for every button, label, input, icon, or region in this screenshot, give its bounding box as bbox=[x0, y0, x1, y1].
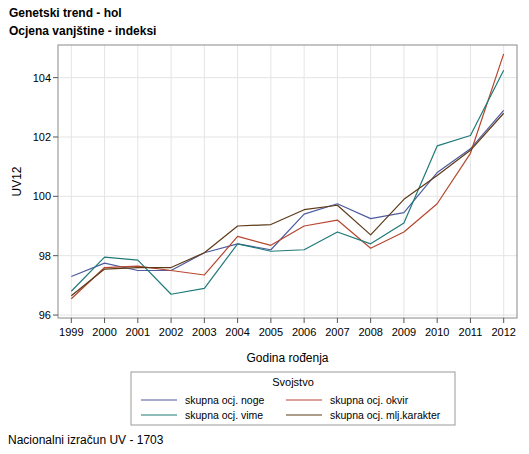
plot-frame bbox=[58, 45, 517, 318]
tick-label: 2010 bbox=[425, 326, 449, 338]
tick-label: 2000 bbox=[92, 326, 116, 338]
grid-line bbox=[470, 45, 471, 318]
tick-label: 2002 bbox=[159, 326, 183, 338]
tick bbox=[53, 136, 58, 137]
series-line bbox=[71, 110, 503, 276]
grid-line bbox=[270, 45, 271, 318]
tick bbox=[370, 318, 371, 323]
tick-label: 2003 bbox=[192, 326, 216, 338]
legend-swatch bbox=[141, 399, 177, 400]
legend-box bbox=[131, 372, 455, 425]
grid-line bbox=[503, 45, 504, 318]
tick bbox=[403, 318, 404, 323]
title: Genetski trend - hol bbox=[9, 6, 122, 20]
grid-line bbox=[437, 45, 438, 318]
series-line bbox=[71, 54, 503, 299]
grid-line bbox=[71, 45, 72, 318]
grid-line bbox=[58, 77, 517, 78]
tick bbox=[337, 318, 338, 323]
tick-label: 98 bbox=[39, 250, 51, 262]
tick bbox=[53, 196, 58, 197]
tick bbox=[53, 315, 58, 316]
tick bbox=[204, 318, 205, 323]
legend-swatch bbox=[286, 414, 322, 415]
tick bbox=[171, 318, 172, 323]
series-line bbox=[71, 70, 503, 294]
grid-line bbox=[337, 45, 338, 318]
tick-label: 2011 bbox=[459, 326, 483, 338]
legend-label: skupna ocj. noge bbox=[185, 394, 265, 406]
grid-line bbox=[204, 45, 205, 318]
tick bbox=[304, 318, 305, 323]
tick bbox=[104, 318, 105, 323]
tick-label: 2009 bbox=[392, 326, 416, 338]
footnote: Nacionalni izračun UV - 1703 bbox=[8, 433, 164, 447]
y-axis-label: UV12 bbox=[10, 166, 24, 196]
tick-label: 2007 bbox=[325, 326, 349, 338]
legend-swatch bbox=[286, 399, 322, 400]
grid-line bbox=[370, 45, 371, 318]
legend-label: skupna ocj. okvir bbox=[330, 394, 409, 406]
tick-label: 96 bbox=[39, 309, 51, 321]
tick bbox=[71, 318, 72, 323]
grid-line bbox=[304, 45, 305, 318]
tick bbox=[470, 318, 471, 323]
tick bbox=[503, 318, 504, 323]
x-axis-label: Godina rođenja bbox=[246, 351, 328, 365]
grid-line bbox=[58, 136, 517, 137]
tick-label: 100 bbox=[33, 190, 51, 202]
series-line bbox=[71, 113, 503, 295]
tick bbox=[137, 318, 138, 323]
subtitle: Ocjena vanjštine - indeksi bbox=[9, 24, 156, 38]
series-group bbox=[71, 54, 503, 299]
legend-title: Svojstvo bbox=[272, 376, 314, 388]
grid-line bbox=[171, 45, 172, 318]
grid-line bbox=[58, 255, 517, 256]
legend-swatch bbox=[141, 414, 177, 415]
tick-label: 102 bbox=[33, 131, 51, 143]
tick-label: 2005 bbox=[259, 326, 283, 338]
tick-label: 2004 bbox=[225, 326, 249, 338]
tick-label: 2001 bbox=[126, 326, 150, 338]
chart: Genetski trend - hol Ocjena vanjštine - i… bbox=[0, 0, 529, 454]
tick bbox=[237, 318, 238, 323]
tick bbox=[270, 318, 271, 323]
grid-line bbox=[403, 45, 404, 318]
tick-label: 1999 bbox=[59, 326, 83, 338]
tick-label: 2012 bbox=[491, 326, 515, 338]
grid-line bbox=[58, 196, 517, 197]
tick-label: 2006 bbox=[292, 326, 316, 338]
tick bbox=[53, 77, 58, 78]
legend-label: skupna ocj. vime bbox=[185, 409, 263, 421]
grid-line bbox=[237, 45, 238, 318]
tick bbox=[437, 318, 438, 323]
grid-line bbox=[104, 45, 105, 318]
legend-label: skupna ocj. mlj.karakter bbox=[330, 409, 441, 421]
tick-label: 2008 bbox=[358, 326, 382, 338]
grid-line bbox=[58, 315, 517, 316]
grid-line bbox=[137, 45, 138, 318]
tick bbox=[53, 255, 58, 256]
tick-label: 104 bbox=[33, 72, 51, 84]
